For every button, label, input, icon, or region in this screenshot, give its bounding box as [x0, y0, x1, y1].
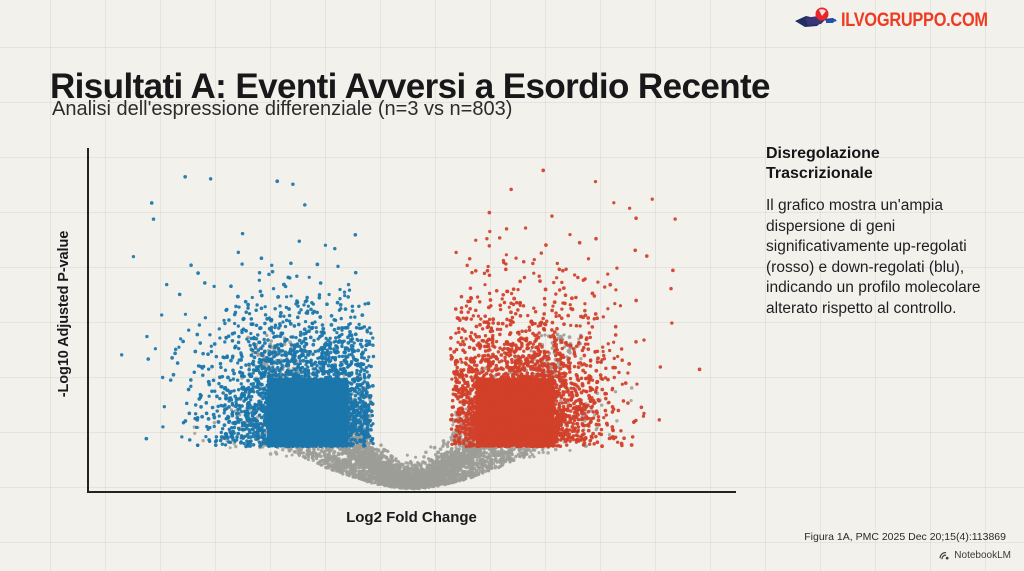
x-axis-line — [87, 491, 736, 493]
swimmer-waterpolo-icon — [795, 7, 838, 27]
notebooklm-icon — [939, 551, 949, 560]
notebooklm-credit: NotebookLM — [939, 550, 1011, 561]
x-axis-label: Log2 Fold Change — [346, 509, 477, 526]
y-axis-label: -Log10 Adjusted P-value — [56, 230, 72, 398]
annotation-heading: Disregolazione Trascrizionale — [766, 145, 880, 183]
brand-logo[interactable]: ILVOGRUPPO.COM — [793, 6, 1012, 34]
notebooklm-label: NotebookLM — [954, 550, 1011, 561]
figure-caption: Figura 1A, PMC 2025 Dec 20;15(4):113869 — [804, 531, 1006, 543]
volcano-plot-figure: -Log10 Adjusted P-value Log2 Fold Change — [0, 130, 760, 550]
page-subtitle: Analisi dell'espressione differenziale (… — [52, 98, 513, 120]
volcano-plot-canvas — [88, 148, 736, 493]
brand-wordmark: ILVOGRUPPO.COM — [841, 9, 989, 31]
annotation-panel: Disregolazione Trascrizionale Il grafico… — [766, 144, 1010, 320]
annotation-body: Il grafico mostra un'ampia dispersione d… — [766, 196, 981, 317]
page-title: Risultati A: Eventi Avversi a Esordio Re… — [50, 67, 771, 107]
y-axis-line — [87, 148, 89, 493]
